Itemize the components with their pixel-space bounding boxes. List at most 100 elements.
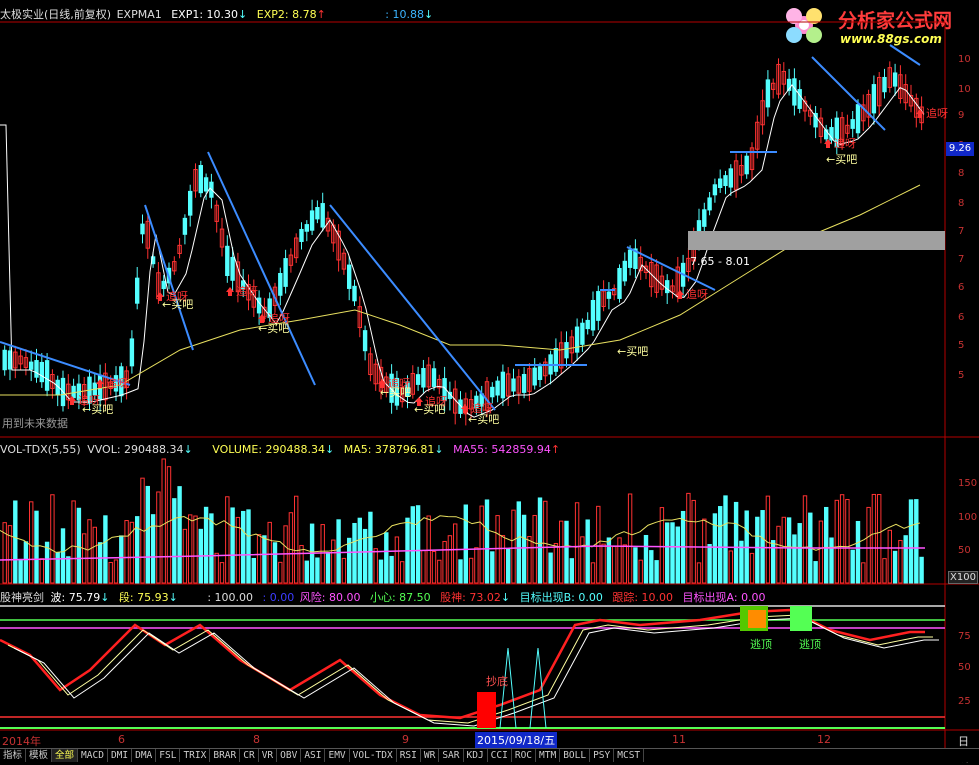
tab-cr[interactable]: CR bbox=[240, 749, 259, 762]
tab-macd[interactable]: MACD bbox=[78, 749, 108, 762]
tab-vol-tdx[interactable]: VOL-TDX bbox=[350, 749, 397, 762]
chase-arrow-icon bbox=[156, 292, 164, 301]
exp1-line bbox=[0, 84, 925, 418]
price-candle bbox=[834, 117, 839, 148]
tab-rsi[interactable]: RSI bbox=[397, 749, 421, 762]
volume-bar bbox=[627, 493, 633, 584]
price-candle bbox=[453, 388, 458, 414]
exp3-value: : 10.88↓ bbox=[385, 8, 434, 21]
tab-dmi[interactable]: DMI bbox=[108, 749, 133, 762]
chase-signal-label: 追呀 bbox=[106, 376, 128, 390]
price-candle bbox=[13, 351, 18, 369]
volume-bar bbox=[44, 541, 50, 584]
indicator-name[interactable]: EXPMA1 bbox=[116, 8, 162, 21]
price-tick: 10 bbox=[958, 84, 971, 95]
price-candle bbox=[606, 291, 612, 299]
volume-bar bbox=[256, 534, 262, 584]
volume-bar bbox=[272, 542, 278, 584]
chase-arrow-icon bbox=[68, 396, 76, 405]
month-label: 12 bbox=[817, 733, 831, 746]
price-tick: 5 bbox=[958, 340, 965, 351]
price-candle bbox=[336, 230, 341, 261]
price-candle bbox=[203, 177, 209, 192]
month-label: 11 bbox=[672, 733, 686, 746]
volume-bar bbox=[415, 505, 421, 584]
tab-全部[interactable]: 全部 bbox=[52, 749, 79, 762]
tab-sar[interactable]: SAR bbox=[439, 749, 464, 762]
volume-bar bbox=[590, 562, 596, 584]
escape-top-bar bbox=[790, 606, 812, 631]
volume-bar bbox=[119, 535, 124, 584]
volume-bar bbox=[103, 515, 108, 584]
tab-brar[interactable]: BRAR bbox=[210, 749, 241, 762]
price-candle bbox=[129, 338, 135, 367]
volume-bar bbox=[177, 486, 182, 584]
volume-bar bbox=[665, 522, 670, 584]
ma55-value: MA55: 542859.94↑ bbox=[453, 443, 561, 456]
volume-bar bbox=[304, 560, 310, 584]
volume-bar bbox=[230, 507, 235, 584]
tab-mcst[interactable]: MCST bbox=[614, 749, 645, 762]
volume-bar bbox=[818, 520, 824, 584]
tab-dma[interactable]: DMA bbox=[132, 749, 157, 762]
price-candle bbox=[352, 285, 357, 302]
tab-emv[interactable]: EMV bbox=[325, 749, 350, 762]
tab-trix[interactable]: TRIX bbox=[180, 749, 211, 762]
tab-fsl[interactable]: FSL bbox=[156, 749, 181, 762]
volume-bar bbox=[601, 543, 606, 584]
volume-bar bbox=[702, 518, 707, 584]
price-candle bbox=[500, 371, 506, 399]
tab-psy[interactable]: PSY bbox=[590, 749, 615, 762]
tab-obv[interactable]: OBV bbox=[277, 749, 302, 762]
chase-signal-label: 追呀 bbox=[834, 136, 856, 150]
volume-bar bbox=[670, 522, 675, 584]
price-candle bbox=[670, 285, 675, 293]
vol-indicator-name[interactable]: VOL-TDX(5,55) bbox=[0, 443, 81, 456]
month-label: 6 bbox=[118, 733, 125, 746]
price-candle bbox=[749, 147, 755, 171]
price-candle bbox=[665, 280, 670, 294]
price-candle bbox=[368, 353, 373, 376]
segment-value: 段: 75.93↓ bbox=[118, 591, 178, 604]
price-candle bbox=[733, 160, 739, 191]
volume-bar bbox=[649, 550, 654, 584]
tab-boll[interactable]: BOLL bbox=[560, 749, 591, 762]
volume-bar bbox=[7, 525, 13, 584]
tab-mtm[interactable]: MTM bbox=[536, 749, 561, 762]
price-candle bbox=[839, 117, 845, 146]
volume-bar bbox=[241, 510, 246, 584]
tab-asi[interactable]: ASI bbox=[301, 749, 326, 762]
price-candle bbox=[34, 360, 39, 378]
volume-bar bbox=[55, 552, 60, 584]
tab-roc[interactable]: ROC bbox=[512, 749, 537, 762]
price-candle bbox=[71, 385, 76, 399]
price-tick: 8 bbox=[958, 198, 965, 209]
volume-bar bbox=[718, 506, 723, 584]
price-candle bbox=[426, 364, 431, 388]
price-candle bbox=[643, 265, 649, 273]
tab-wr[interactable]: WR bbox=[421, 749, 440, 762]
price-candle bbox=[341, 252, 347, 270]
price-candle bbox=[702, 209, 707, 227]
price-candle bbox=[521, 373, 527, 393]
volume-bar bbox=[866, 506, 871, 584]
price-candle bbox=[792, 78, 797, 106]
god-value: 股神: 73.02↓ bbox=[440, 591, 511, 604]
volume-bar bbox=[442, 540, 447, 584]
tab-模板[interactable]: 模板 bbox=[26, 749, 53, 762]
main-chart-header: 太极实业(日线,前复权) EXPMA1 EXP1: 10.30↓ EXP2: 8… bbox=[0, 6, 439, 22]
current-price-tag: 9.26 bbox=[946, 142, 974, 156]
volume-bar bbox=[113, 559, 119, 584]
osc-indicator-name[interactable]: 股神亮剑 bbox=[0, 591, 44, 604]
tab-cci[interactable]: CCI bbox=[488, 749, 512, 762]
price-tick: 5 bbox=[958, 370, 965, 381]
tab-指标[interactable]: 指标 bbox=[0, 749, 27, 762]
site-logo: 分析家公式网 www.88gs.com bbox=[780, 0, 979, 50]
price-candle bbox=[516, 376, 521, 394]
tab-vr[interactable]: VR bbox=[259, 749, 278, 762]
price-candle bbox=[304, 224, 310, 232]
price-candle bbox=[198, 165, 204, 194]
volume-bar bbox=[161, 458, 166, 584]
tab-kdj[interactable]: KDJ bbox=[464, 749, 488, 762]
